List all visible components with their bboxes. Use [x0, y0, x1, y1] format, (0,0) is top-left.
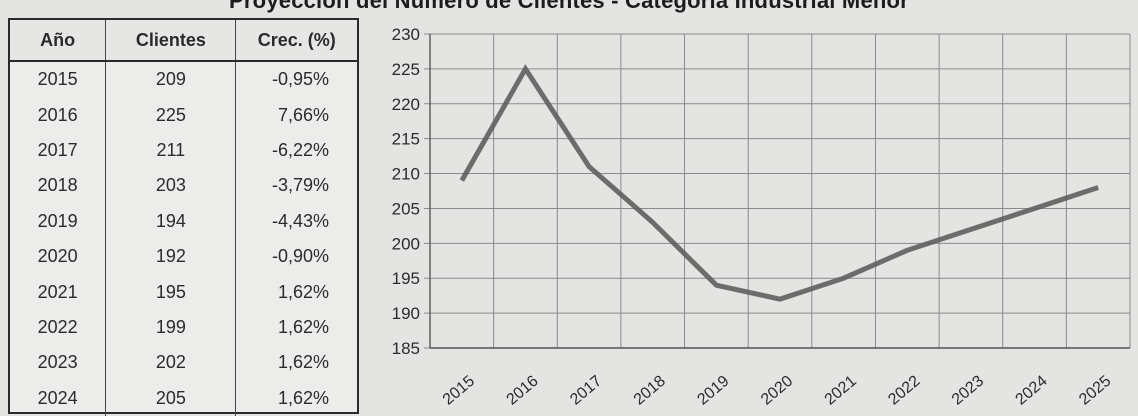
table-row: 2017 211 -6,22% [10, 132, 357, 169]
table-row: 2016 225 7,66% [10, 97, 357, 133]
cell-year: 2018 [37, 175, 78, 196]
x-tick-label: 2019 [694, 373, 732, 408]
cell-clients: 202 [105, 345, 236, 381]
cell-growth: -3,79% [235, 168, 357, 204]
cell-year: 2017 [37, 139, 78, 160]
cell-year: 2021 [37, 281, 78, 302]
cell-clients: 195 [105, 274, 236, 310]
y-tick-label: 220 [392, 95, 420, 114]
x-tick-label: 2021 [822, 373, 860, 408]
x-tick-label: 2024 [1013, 373, 1051, 408]
table-row: 2018 203 -3,79% [10, 168, 357, 204]
cell-growth: -0,90% [235, 238, 357, 275]
cell-clients: 225 [105, 97, 236, 133]
cell-clients: 192 [105, 238, 236, 275]
cell-clients: 205 [105, 380, 236, 416]
table-row: 2015 209 -0,95% [10, 61, 357, 98]
y-tick-label: 190 [392, 304, 420, 323]
cell-growth: -4,43% [235, 203, 357, 239]
cell-growth: 1,62% [235, 274, 357, 310]
x-tick-label: 2023 [949, 373, 987, 408]
table-row: 2019 194 -4,43% [10, 203, 357, 239]
y-tick-label: 200 [392, 234, 420, 253]
cell-clients: 199 [105, 309, 236, 346]
x-tick-label: 2022 [885, 373, 923, 408]
cell-growth: 1,62% [235, 380, 357, 416]
cell-year: 2023 [37, 352, 78, 373]
y-tick-label: 215 [392, 130, 420, 149]
x-tick-label: 2025 [1076, 373, 1114, 408]
table-row: 2020 192 -0,90% [10, 238, 357, 275]
y-tick-label: 230 [392, 25, 420, 44]
x-tick-label: 2016 [503, 373, 541, 408]
table-row: 2024 205 1,62% [10, 380, 357, 416]
y-tick-label: 225 [392, 60, 420, 79]
cell-year: 2015 [37, 69, 78, 90]
header-clients: Clientes [105, 20, 236, 62]
x-tick-label: 2018 [631, 373, 669, 408]
chart-svg: 185 190 195 200 205 210 215 220 225 230 2015 2016 20… [392, 25, 1131, 409]
table-row: 2022 199 1,62% [10, 309, 357, 346]
cell-growth: -0,95% [235, 61, 357, 98]
table-row: 2023 202 1,62% [10, 345, 357, 381]
x-tick-label: 2020 [758, 373, 796, 408]
cell-clients: 194 [105, 203, 236, 239]
cell-year: 2019 [37, 210, 78, 231]
cell-growth: 1,62% [235, 345, 357, 381]
cell-year: 2024 [37, 387, 78, 408]
line-chart: 185 190 195 200 205 210 215 220 225 230 2015 2016 20… [360, 20, 1138, 409]
table-row: 2021 195 1,62% [10, 274, 357, 310]
series-line [459, 64, 1099, 302]
cell-clients: 203 [105, 168, 236, 204]
cell-growth: -6,22% [235, 132, 357, 169]
y-tick-label: 185 [392, 339, 420, 358]
y-tick-label: 195 [392, 269, 420, 288]
clients-table: Año Clientes Crec. (%) 2015 209 -0,95% 2016… [8, 18, 359, 416]
table-header-row: Año Clientes Crec. (%) [10, 20, 357, 62]
header-year: Año [10, 20, 106, 62]
cell-year: 2016 [37, 104, 78, 125]
cell-year: 2020 [37, 246, 78, 267]
cell-growth: 1,62% [235, 309, 357, 346]
header-growth: Crec. (%) [235, 20, 357, 62]
x-tick-label: 2015 [440, 373, 478, 408]
x-tick-label: 2017 [567, 373, 605, 408]
cell-clients: 211 [105, 132, 236, 169]
chart-title: Proyección del Número de Clientes - Cate… [229, 0, 909, 13]
cell-year: 2022 [37, 316, 78, 337]
cell-growth: 7,66% [235, 97, 357, 133]
y-tick-label: 205 [392, 199, 420, 218]
cell-clients: 209 [105, 61, 236, 98]
y-tick-label: 210 [392, 165, 420, 184]
